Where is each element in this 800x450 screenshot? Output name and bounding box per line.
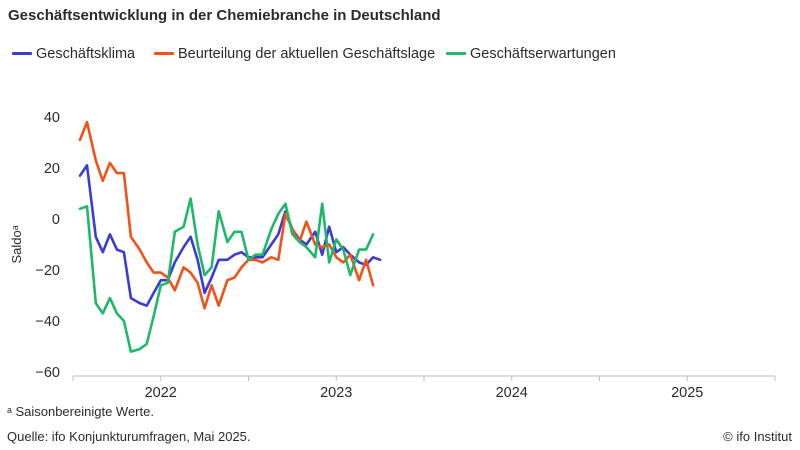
source-note: Quelle: ifo Konjunkturumfragen, Mai 2025… bbox=[7, 429, 251, 444]
y-tick-label-40: 40 bbox=[44, 110, 60, 126]
legend-swatch-geschaeftslage bbox=[154, 51, 174, 55]
y-axis-title: Saldoᵃ bbox=[9, 225, 24, 263]
y-tick-label-minus20: −20 bbox=[35, 263, 60, 279]
chart-title: Geschäftsentwicklung in der Chemiebranch… bbox=[8, 7, 441, 24]
legend-label-geschaeftslage: Beurteilung der aktuellen Geschäftslage bbox=[178, 46, 436, 62]
x-tick-label-2022: 2022 bbox=[145, 385, 177, 401]
x-tick-label-2023: 2023 bbox=[320, 385, 352, 401]
x-tick-label-2024: 2024 bbox=[496, 385, 528, 401]
y-tick-label-minus60: −60 bbox=[35, 365, 60, 381]
footnote: ᵃ Saisonbereinigte Werte. bbox=[7, 404, 154, 419]
legend-item-geschaeftslage: Beurteilung der aktuellen Geschäftslage bbox=[154, 46, 435, 62]
legend-swatch-geschaeftsklima bbox=[12, 51, 32, 55]
series-line-1 bbox=[78, 120, 375, 310]
legend-swatch-geschaeftserwartungen bbox=[446, 51, 466, 55]
y-tick-label-minus40: −40 bbox=[35, 314, 60, 330]
copyright-note: © ifo Institut bbox=[723, 429, 792, 444]
series-line-2 bbox=[78, 197, 375, 353]
legend-item-geschaeftserwartungen: Geschäftserwartungen bbox=[446, 46, 616, 62]
y-tick-label-20: 20 bbox=[44, 161, 60, 177]
legend-item-geschaeftsklima: Geschäftsklima bbox=[12, 46, 135, 62]
series-line-0 bbox=[78, 164, 382, 308]
x-tick-label-2025: 2025 bbox=[671, 385, 703, 401]
legend-label-geschaeftserwartungen: Geschäftserwartungen bbox=[470, 46, 616, 62]
legend-label-geschaeftsklima: Geschäftsklima bbox=[36, 46, 136, 62]
y-tick-label-0: 0 bbox=[52, 212, 60, 228]
